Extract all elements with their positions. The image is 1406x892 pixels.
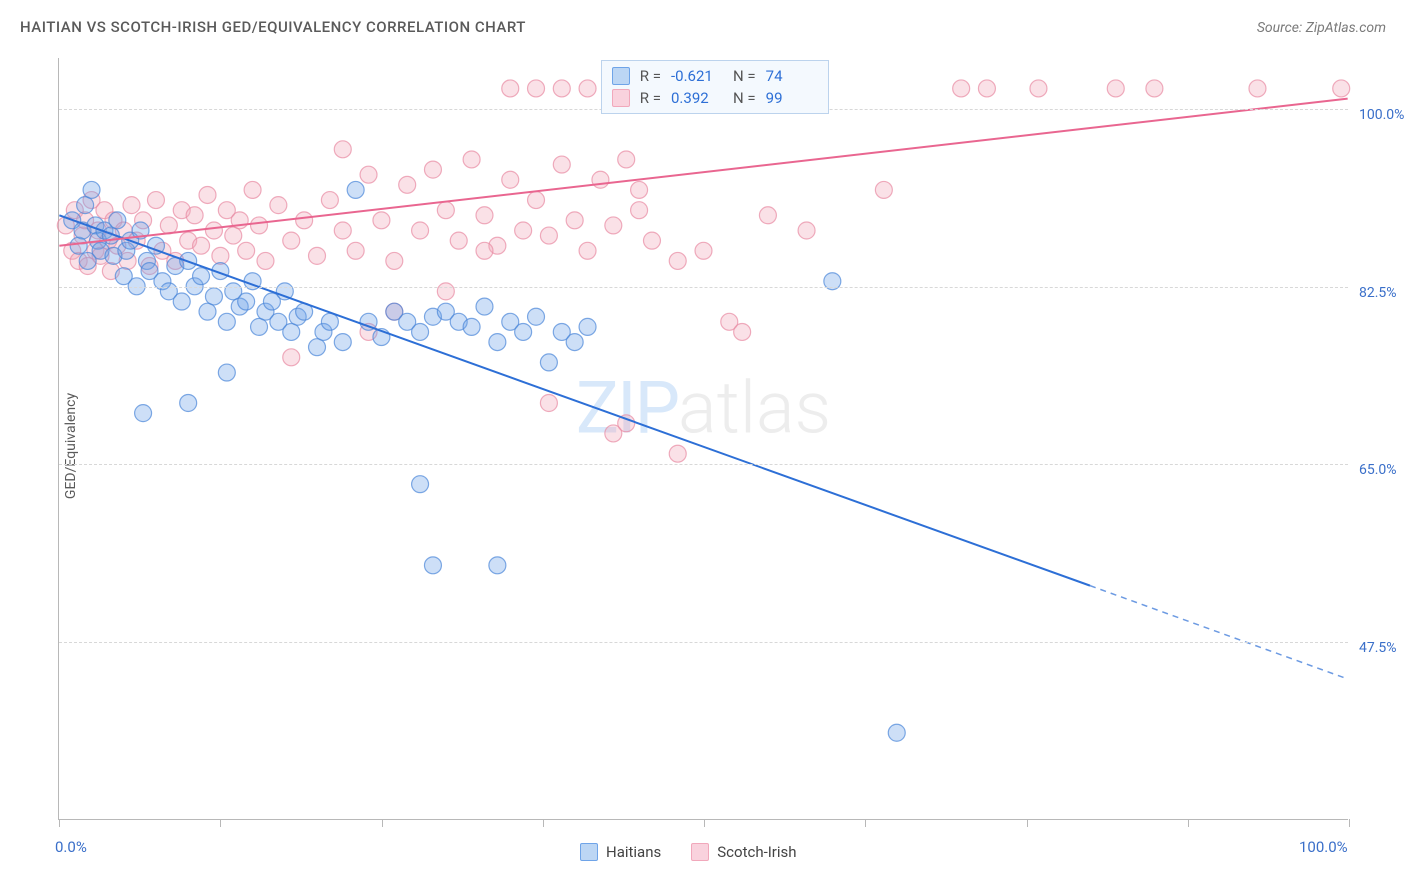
y-tick-label: 100.0% [1359, 107, 1404, 123]
stats-swatch [612, 89, 630, 107]
x-tick-mark [220, 819, 221, 827]
chart-title: HAITIAN VS SCOTCH-IRISH GED/EQUIVALENCY … [20, 18, 526, 36]
n-value: 99 [766, 89, 818, 107]
r-value: 0.392 [671, 89, 723, 107]
r-value: -0.621 [671, 67, 723, 85]
x-tick-label: 100.0% [1299, 838, 1348, 856]
gridline [59, 287, 1348, 288]
stats-legend-row: R = -0.621 N = 74 [612, 65, 818, 87]
x-tick-mark [543, 819, 544, 827]
x-tick-mark [704, 819, 705, 827]
stats-legend-row: R = 0.392 N = 99 [612, 87, 818, 109]
x-tick-label: 0.0% [55, 838, 87, 856]
y-tick-label: 47.5% [1359, 640, 1397, 656]
r-label: R = [640, 67, 661, 85]
y-tick-label: 65.0% [1359, 462, 1397, 478]
chart-header: HAITIAN VS SCOTCH-IRISH GED/EQUIVALENCY … [20, 18, 1386, 36]
plot-area: ZIPatlas 47.5%65.0%82.5%100.0%0.0%100.0%… [58, 58, 1348, 820]
stats-legend: R = -0.621 N = 74 R = 0.392 N = 99 [601, 60, 829, 114]
x-tick-mark [865, 819, 866, 827]
gridline [59, 642, 1348, 643]
n-label: N = [733, 67, 756, 85]
legend-label-scotch-irish: Scotch-Irish [717, 843, 796, 861]
chart-svg [59, 58, 1348, 819]
x-tick-mark [1027, 819, 1028, 827]
r-label: R = [640, 89, 661, 107]
x-tick-mark [1349, 819, 1350, 827]
x-tick-mark [1188, 819, 1189, 827]
source-attribution: Source: ZipAtlas.com [1257, 20, 1386, 36]
swatch-scotch-irish [691, 843, 709, 861]
y-tick-label: 82.5% [1359, 285, 1397, 301]
x-tick-mark [382, 819, 383, 827]
n-label: N = [733, 89, 756, 107]
swatch-haitians [580, 843, 598, 861]
legend-label-haitians: Haitians [606, 843, 661, 861]
stats-swatch [612, 67, 630, 85]
legend-bottom: Haitians Scotch-Irish [580, 843, 797, 861]
legend-item-haitians: Haitians [580, 843, 661, 861]
n-value: 74 [766, 67, 818, 85]
x-tick-mark [59, 819, 60, 827]
legend-item-scotch-irish: Scotch-Irish [691, 843, 796, 861]
gridline [59, 464, 1348, 465]
